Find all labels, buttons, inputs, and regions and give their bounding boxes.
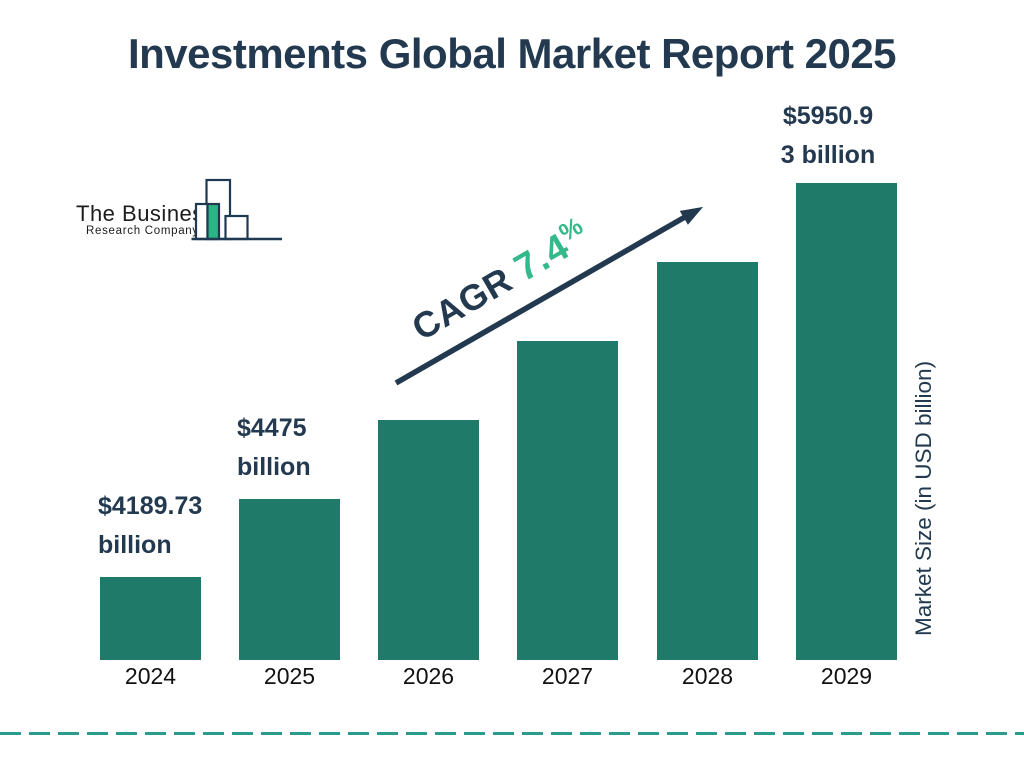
bar-2025 (239, 499, 340, 660)
cagr-annotation: CAGR 7.4% (392, 205, 609, 357)
bar-chart-logo-icon (191, 178, 282, 241)
bar-2026 (378, 420, 479, 660)
x-axis-label-2025: 2025 (263, 663, 316, 689)
x-axis-label-2026: 2026 (402, 663, 455, 689)
bar-2029 (796, 183, 897, 660)
x-axis-label-2029: 2029 (820, 663, 873, 689)
value-label-2024: $4189.73 billion (98, 492, 203, 559)
x-axis-label-2028: 2028 (681, 663, 734, 689)
value-label-2029: $5950.9 3 billion (780, 102, 876, 169)
cagr-label: CAGR (404, 258, 519, 349)
bar-2024 (100, 577, 201, 660)
y-axis-label: Market Size (in USD billion) (911, 360, 936, 636)
logo-company-subname: Research Company (86, 225, 199, 237)
x-axis-label-2027: 2027 (541, 663, 594, 689)
value-label-2025: $4475 billion (237, 414, 311, 481)
x-axis-label-2024: 2024 (124, 663, 177, 689)
bar-2028 (657, 262, 758, 660)
logo-company-name: The Business (76, 201, 216, 226)
page-title: Investments Global Market Report 2025 (127, 30, 897, 77)
bar-2027 (517, 341, 618, 660)
